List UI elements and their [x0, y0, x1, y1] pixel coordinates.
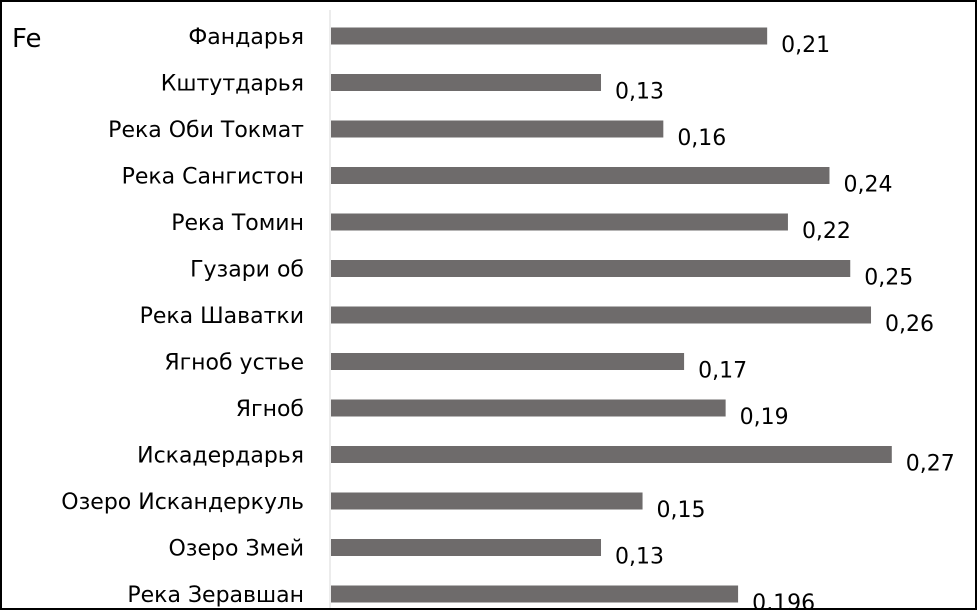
bar: [331, 27, 768, 45]
chart-title: Fe: [12, 24, 42, 54]
bar: [331, 446, 892, 463]
value-label: 0,15: [657, 498, 706, 523]
bar: [331, 353, 685, 370]
bar: [331, 120, 664, 138]
bar: [331, 492, 643, 510]
category-label: Гузари об: [190, 258, 304, 283]
bar: [331, 306, 872, 324]
bar: [331, 213, 788, 231]
value-label: 0,22: [802, 219, 851, 244]
category-label: Ягноб: [236, 397, 304, 422]
category-label: Река Сангистон: [122, 165, 304, 190]
bar: [331, 539, 602, 556]
category-label: Искадердарья: [137, 444, 304, 469]
bar: [331, 399, 726, 417]
category-label: Озеро Искандеркуль: [61, 490, 304, 515]
value-label: 0,196: [752, 591, 815, 608]
category-label: Ягноб устье: [164, 351, 304, 376]
value-label: 0,27: [906, 452, 955, 477]
bar: [331, 260, 851, 277]
value-label: 0,21: [781, 33, 830, 58]
value-label: 0,16: [677, 126, 726, 151]
value-label: 0,26: [885, 312, 934, 337]
value-label: 0,17: [698, 359, 747, 384]
value-label: 0,13: [615, 80, 664, 105]
bar: [331, 167, 830, 184]
value-label: 0,24: [843, 173, 892, 198]
category-label: Фандарья: [188, 25, 304, 50]
category-label: Кштутдарья: [161, 72, 304, 97]
category-label: Озеро Змей: [168, 537, 304, 562]
category-label: Река Оби Токмат: [108, 118, 304, 143]
value-label: 0,13: [615, 545, 664, 570]
category-label: Река Зеравшан: [127, 583, 304, 608]
value-label: 0,19: [740, 405, 789, 430]
category-label: Река Томин: [171, 211, 304, 236]
category-label: Река Шаватки: [140, 304, 304, 329]
bar: [331, 585, 739, 603]
value-label: 0,25: [864, 266, 913, 291]
bar: [331, 74, 602, 91]
